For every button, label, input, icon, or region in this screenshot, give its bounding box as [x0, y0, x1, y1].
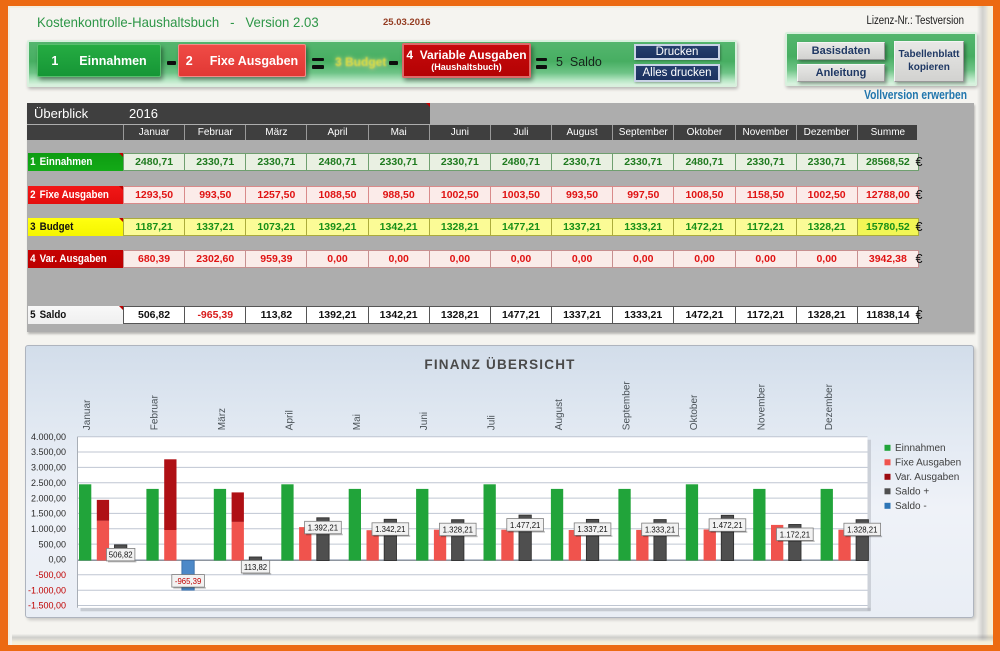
- svg-text:Saldo -: Saldo -: [895, 501, 927, 512]
- svg-text:2.500,00: 2.500,00: [31, 478, 66, 488]
- svg-text:März: März: [217, 408, 228, 430]
- svg-text:Fixe Ausgaben: Fixe Ausgaben: [895, 458, 961, 469]
- svg-text:506,82: 506,82: [109, 551, 133, 560]
- svg-text:Mai: Mai: [352, 414, 363, 430]
- svg-text:500,00: 500,00: [38, 539, 66, 549]
- svg-text:-965,39: -965,39: [175, 577, 201, 586]
- svg-text:-1.500,00: -1.500,00: [28, 601, 66, 611]
- svg-text:2.000,00: 2.000,00: [31, 493, 66, 503]
- svg-text:1.000,00: 1.000,00: [31, 524, 66, 534]
- svg-text:4.000,00: 4.000,00: [31, 432, 66, 442]
- svg-text:Einnahmen: Einnahmen: [895, 443, 946, 454]
- svg-text:Oktober: Oktober: [689, 394, 700, 430]
- svg-text:Saldo +: Saldo +: [895, 487, 929, 498]
- svg-text:November: November: [756, 383, 767, 430]
- svg-text:1.477,21: 1.477,21: [510, 521, 540, 530]
- svg-text:Var. Ausgaben: Var. Ausgaben: [895, 472, 959, 483]
- svg-text:1.337,21: 1.337,21: [577, 525, 607, 534]
- svg-text:August: August: [554, 399, 565, 430]
- svg-text:April: April: [284, 410, 295, 430]
- svg-text:113,82: 113,82: [244, 563, 267, 572]
- svg-text:1.172,21: 1.172,21: [780, 530, 810, 539]
- svg-text:Juni: Juni: [419, 412, 430, 430]
- svg-text:1.328,21: 1.328,21: [847, 526, 877, 535]
- svg-text:1.333,21: 1.333,21: [645, 525, 675, 534]
- svg-text:3.500,00: 3.500,00: [31, 447, 66, 457]
- svg-text:-500,00: -500,00: [35, 570, 66, 580]
- svg-text:0,00: 0,00: [48, 555, 66, 565]
- svg-text:Februar: Februar: [150, 395, 161, 431]
- svg-text:FINANZ ÜBERSICHT: FINANZ ÜBERSICHT: [424, 357, 575, 372]
- svg-text:1.392,21: 1.392,21: [308, 524, 338, 533]
- svg-text:Dezember: Dezember: [824, 383, 835, 430]
- svg-text:Januar: Januar: [82, 399, 93, 430]
- svg-text:1.500,00: 1.500,00: [31, 509, 66, 519]
- svg-text:1.342,21: 1.342,21: [375, 525, 405, 534]
- svg-text:3.000,00: 3.000,00: [31, 463, 66, 473]
- svg-text:1.328,21: 1.328,21: [443, 526, 473, 535]
- svg-text:-1.000,00: -1.000,00: [28, 585, 66, 595]
- svg-text:Juli: Juli: [487, 415, 498, 430]
- svg-text:September: September: [622, 381, 633, 431]
- svg-text:1.472,21: 1.472,21: [712, 521, 742, 530]
